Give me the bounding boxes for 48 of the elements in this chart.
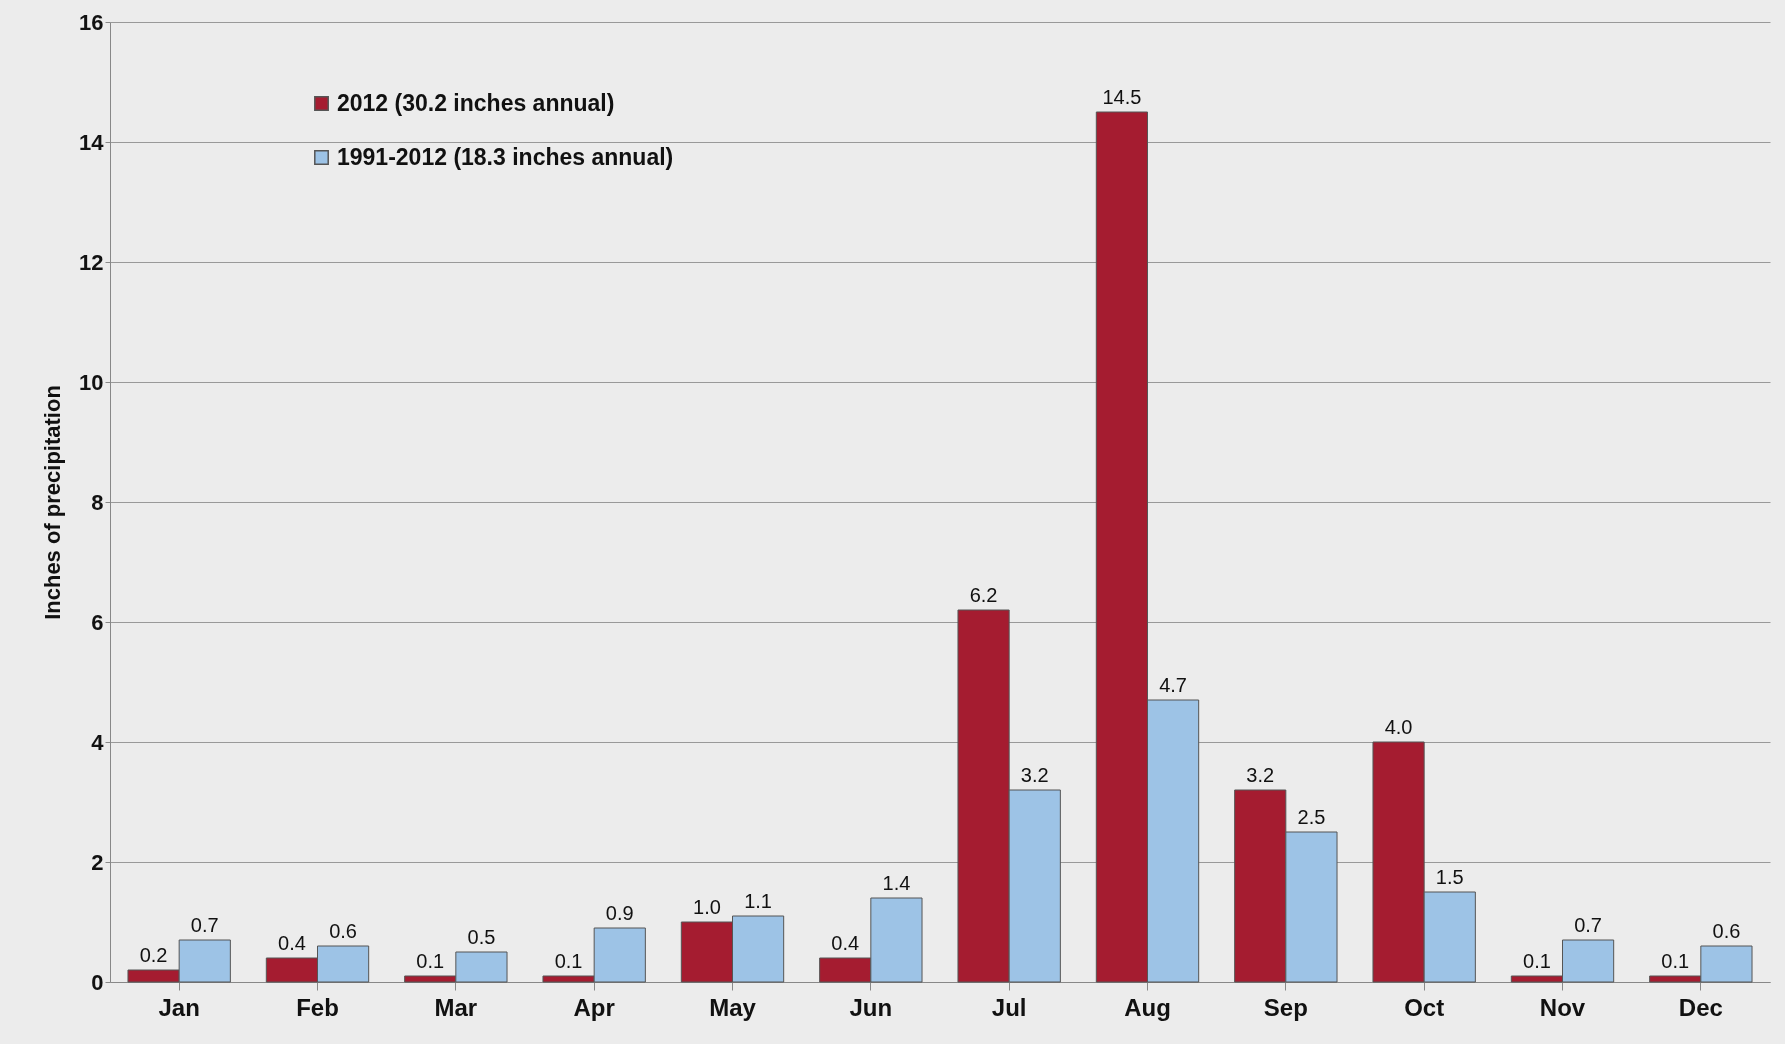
data-label: 4.7 bbox=[1159, 674, 1187, 696]
data-label: 0.6 bbox=[329, 920, 357, 942]
x-tick-label: Feb bbox=[296, 993, 339, 1021]
x-tick-label: Jun bbox=[849, 993, 893, 1021]
y-tick-label: 6 bbox=[91, 609, 104, 635]
x-tick-label: Jan bbox=[158, 993, 200, 1021]
data-label: 14.5 bbox=[1102, 86, 1142, 108]
data-label: 0.9 bbox=[605, 902, 634, 924]
data-label: 0.1 bbox=[554, 950, 583, 972]
data-label: 0.1 bbox=[1523, 950, 1551, 972]
x-tick-label: Mar bbox=[434, 993, 478, 1021]
data-label: 3.2 bbox=[1246, 764, 1275, 786]
data-label: 0.7 bbox=[1574, 914, 1602, 936]
data-label: 1.5 bbox=[1435, 866, 1464, 888]
y-tick-label: 8 bbox=[91, 489, 104, 515]
y-tick-label: 10 bbox=[79, 369, 104, 395]
data-label: 0.4 bbox=[278, 932, 306, 954]
data-label: 0.5 bbox=[467, 926, 496, 948]
y-tick-label: 4 bbox=[91, 729, 105, 755]
y-tick-label: 2 bbox=[91, 849, 104, 875]
y-tick-label: 0 bbox=[91, 969, 104, 995]
x-tick-label: May bbox=[709, 993, 757, 1021]
data-label: 1.1 bbox=[744, 890, 772, 912]
data-label: 0.1 bbox=[416, 950, 445, 972]
data-label: 2.5 bbox=[1297, 806, 1326, 828]
x-tick-label: Dec bbox=[1678, 993, 1723, 1021]
legend-label: 1991-2012 (18.3 inches annual) bbox=[337, 143, 674, 170]
x-tick-label: Nov bbox=[1539, 993, 1586, 1021]
data-label: 4.0 bbox=[1384, 716, 1413, 738]
x-tick-label: Jul bbox=[991, 993, 1027, 1021]
data-label: 0.2 bbox=[139, 944, 168, 966]
x-tick-label: Aug bbox=[1124, 993, 1171, 1021]
x-tick-label: Oct bbox=[1404, 993, 1445, 1021]
data-label: 0.7 bbox=[190, 914, 219, 936]
data-label: 1.0 bbox=[693, 896, 721, 918]
data-label: 3.2 bbox=[1020, 764, 1049, 786]
data-label: 6.2 bbox=[969, 584, 998, 606]
data-label: 1.4 bbox=[882, 872, 911, 894]
y-tick-label: 16 bbox=[79, 9, 104, 35]
data-label: 0.1 bbox=[1661, 950, 1690, 972]
data-label: 0.6 bbox=[1712, 920, 1741, 942]
y-tick-label: 14 bbox=[79, 129, 105, 155]
legend-label: 2012 (30.2 inches annual) bbox=[337, 89, 615, 116]
x-tick-label: Sep bbox=[1263, 993, 1308, 1021]
y-axis-title: Inches of precipitation bbox=[40, 385, 66, 620]
x-tick-label: Apr bbox=[573, 993, 615, 1021]
data-label: 0.4 bbox=[831, 932, 860, 954]
y-tick-label: 12 bbox=[79, 249, 104, 275]
